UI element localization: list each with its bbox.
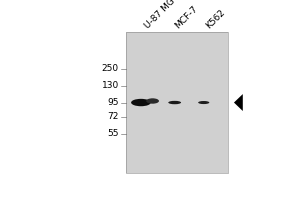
Text: U-87 MG: U-87 MG xyxy=(143,0,177,30)
Polygon shape xyxy=(234,94,243,111)
Text: 72: 72 xyxy=(107,112,119,121)
Ellipse shape xyxy=(168,101,181,104)
Text: 55: 55 xyxy=(107,129,119,138)
Text: 130: 130 xyxy=(102,81,119,90)
Text: MCF-7: MCF-7 xyxy=(173,4,200,30)
Text: K562: K562 xyxy=(204,8,226,30)
Ellipse shape xyxy=(146,98,159,104)
Ellipse shape xyxy=(198,101,209,104)
Bar xyxy=(126,32,228,173)
Text: 95: 95 xyxy=(107,98,119,107)
Ellipse shape xyxy=(131,99,151,106)
Text: 250: 250 xyxy=(102,64,119,73)
Bar xyxy=(126,32,228,173)
